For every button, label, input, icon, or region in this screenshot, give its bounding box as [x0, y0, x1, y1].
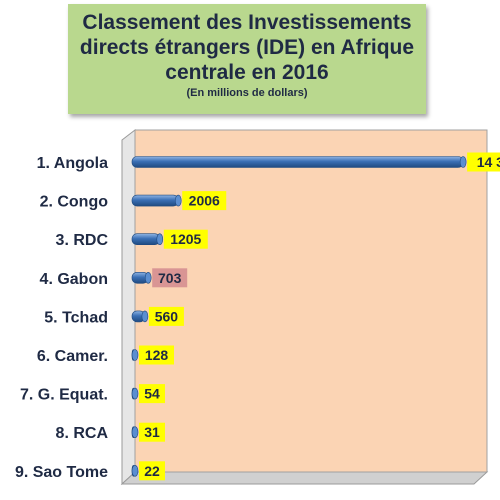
data-label-box	[139, 384, 165, 404]
chart-title-line-3: centrale en 2016	[165, 61, 329, 84]
chart-subtitle: (En millions de dollars)	[186, 87, 308, 99]
bar-end-cap	[131, 387, 139, 400]
bar-end-cap	[141, 310, 149, 323]
data-label-box	[139, 422, 165, 442]
data-label-box	[152, 268, 188, 288]
chart-title-box: Classement des Investissements directs é…	[68, 4, 426, 114]
data-label: 22	[144, 463, 160, 479]
category-label: 8. RCA	[56, 425, 109, 442]
bar-end-cap	[156, 233, 164, 245]
category-label: 3. RDC	[56, 232, 109, 249]
category-label: 1. Angola	[37, 155, 109, 172]
bar	[131, 233, 161, 245]
bar	[131, 194, 179, 207]
data-label-box	[163, 229, 208, 249]
chart-title-line-2: directs étrangers (IDE) en Afrique	[79, 36, 415, 59]
data-label: 128	[145, 347, 169, 363]
data-label: 2006	[189, 193, 220, 209]
data-label: 14 364	[477, 154, 500, 170]
data-label-box	[467, 152, 500, 172]
bar-end-cap	[144, 271, 152, 284]
category-label: 2. Congo	[40, 194, 109, 211]
category-label: 7. G. Equat.	[20, 387, 108, 404]
bar-end-cap	[459, 156, 467, 168]
plot-background	[134, 129, 488, 473]
chart-floor	[120, 471, 489, 485]
chart-title-line-1: Classement des Investissements	[82, 11, 412, 34]
data-label: 703	[158, 270, 182, 286]
data-label: 54	[144, 386, 160, 402]
data-label: 31	[144, 424, 160, 440]
bar-end-cap	[131, 349, 139, 361]
bar	[131, 156, 464, 168]
category-label: 6. Camer.	[37, 348, 108, 365]
data-label-box	[139, 345, 174, 365]
data-label: 1205	[170, 231, 201, 247]
bar-end-cap	[174, 194, 182, 207]
data-label-box	[182, 191, 227, 211]
bar-end-cap	[131, 426, 139, 439]
bar-end-cap	[131, 464, 139, 477]
category-label: 5. Tchad	[44, 309, 108, 326]
data-label-box	[148, 306, 184, 326]
data-label: 560	[155, 308, 179, 324]
category-label: 4. Gabon	[40, 271, 108, 288]
category-label: 9. Sao Tome	[15, 464, 108, 481]
data-label-box	[139, 461, 165, 481]
